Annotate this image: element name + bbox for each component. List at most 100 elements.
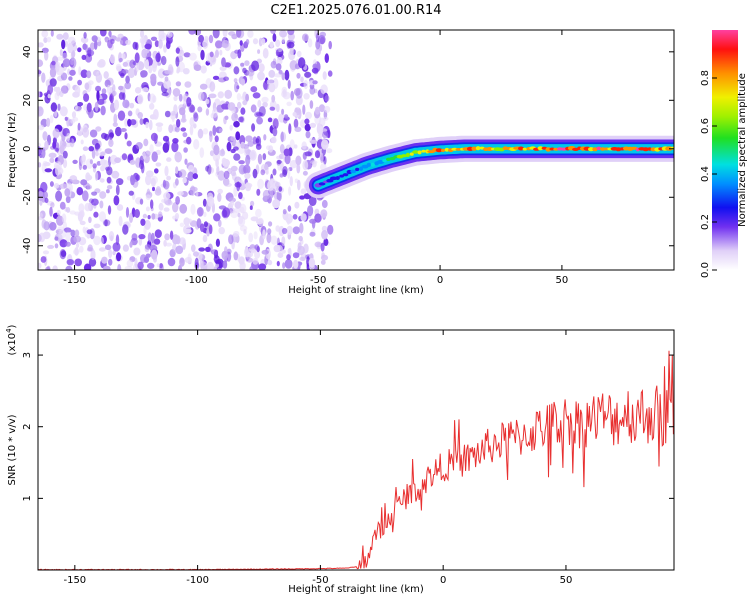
noise-speckle xyxy=(145,59,150,70)
noise-speckle xyxy=(206,228,210,237)
noise-speckle xyxy=(233,78,238,83)
noise-speckle xyxy=(247,69,255,77)
noise-speckle xyxy=(287,41,295,49)
noise-speckle xyxy=(179,49,185,57)
noise-speckle xyxy=(221,57,226,67)
noise-speckle xyxy=(233,120,240,128)
noise-speckle xyxy=(324,95,330,102)
noise-speckle xyxy=(91,148,96,159)
noise-speckle xyxy=(165,242,172,247)
noise-speckle xyxy=(234,81,239,93)
noise-speckle xyxy=(218,219,222,228)
noise-speckle xyxy=(239,203,247,214)
noise-speckle xyxy=(99,178,105,183)
noise-speckle xyxy=(236,93,242,101)
noise-speckle xyxy=(210,249,219,255)
noise-speckle xyxy=(275,39,281,48)
x-tick-label: -50 xyxy=(310,275,326,286)
noise-speckle xyxy=(287,30,295,36)
noise-speckle xyxy=(66,259,75,266)
noise-speckle xyxy=(135,174,141,181)
noise-speckle xyxy=(59,106,68,117)
snr-panel: -150 -100 -50 0 50 1 2 3 Height of straight li… xyxy=(5,324,675,595)
noise-speckle xyxy=(73,235,82,243)
noise-speckle xyxy=(82,43,87,50)
noise-speckle xyxy=(106,84,111,94)
noise-speckle xyxy=(327,70,333,77)
noise-speckle xyxy=(209,81,216,92)
spectrogram-y-axis: -40 -20 0 20 40 xyxy=(22,45,674,254)
noise-speckle xyxy=(233,230,240,237)
noise-speckle xyxy=(187,171,194,182)
noise-speckle xyxy=(137,112,143,119)
noise-speckle xyxy=(103,71,109,79)
x-tick-label: 0 xyxy=(440,575,446,586)
noise-speckle xyxy=(295,87,303,99)
noise-speckle xyxy=(250,86,258,93)
noise-speckle xyxy=(312,80,318,85)
noise-speckle xyxy=(79,210,85,218)
x-tick-label: -150 xyxy=(63,575,86,586)
noise-speckle xyxy=(55,190,63,202)
noise-speckle xyxy=(297,179,301,191)
noise-speckle xyxy=(145,150,151,157)
noise-speckle xyxy=(145,194,151,201)
noise-speckle xyxy=(268,69,276,78)
noise-speckle xyxy=(55,164,61,176)
noise-speckle xyxy=(237,49,242,59)
colorbar-tick-label: 0.6 xyxy=(700,118,711,134)
noise-speckle xyxy=(101,132,107,139)
colorbar-tick-label: 0.0 xyxy=(700,262,711,278)
noise-speckle xyxy=(250,216,259,222)
noise-speckle xyxy=(87,80,94,86)
noise-speckle xyxy=(60,72,68,81)
noise-speckle xyxy=(145,174,152,186)
noise-speckle xyxy=(60,250,67,257)
noise-speckle xyxy=(115,184,120,196)
noise-speckle xyxy=(42,191,49,200)
noise-speckle xyxy=(116,178,124,186)
noise-speckle xyxy=(147,262,155,269)
noise-speckle xyxy=(62,150,68,159)
noise-speckle xyxy=(319,31,327,38)
noise-speckle xyxy=(322,71,327,80)
snr-frame xyxy=(37,329,675,571)
noise-speckle xyxy=(236,30,242,38)
noise-speckle xyxy=(226,141,232,152)
noise-speckle xyxy=(38,162,42,168)
noise-speckle xyxy=(183,52,191,58)
noise-speckle xyxy=(43,37,48,43)
noise-speckle xyxy=(67,36,76,45)
noise-speckle xyxy=(87,244,93,252)
noise-speckle xyxy=(105,166,110,171)
noise-speckle xyxy=(247,30,254,38)
track-segment xyxy=(355,167,360,172)
noise-speckle xyxy=(152,62,157,73)
noise-speckle xyxy=(281,72,286,81)
noise-speckle xyxy=(217,91,224,99)
noise-speckle xyxy=(108,129,114,140)
noise-speckle xyxy=(260,38,266,45)
noise-speckle xyxy=(282,91,291,100)
noise-speckle xyxy=(281,249,286,254)
noise-speckle xyxy=(170,110,176,116)
noise-speckle xyxy=(107,205,112,215)
track-segment xyxy=(318,182,326,186)
noise-speckle xyxy=(90,249,96,261)
noise-speckle xyxy=(270,30,276,34)
noise-speckle xyxy=(47,93,51,99)
noise-speckle xyxy=(218,226,225,235)
spectrogram-panel: -150 -100 -50 0 50 -40 -20 0 20 40 Height of str… xyxy=(7,29,675,296)
noise-speckle xyxy=(104,148,113,155)
noise-speckle xyxy=(118,215,123,227)
noise-speckle xyxy=(164,233,170,241)
noise-speckle xyxy=(194,257,199,269)
noise-speckle xyxy=(203,211,207,218)
noise-speckle xyxy=(307,38,313,48)
noise-speckle xyxy=(69,59,75,66)
noise-speckle xyxy=(274,73,282,78)
noise-speckle xyxy=(150,232,155,244)
noise-speckle xyxy=(100,236,104,245)
noise-speckle xyxy=(184,158,188,165)
noise-speckle xyxy=(156,263,160,268)
